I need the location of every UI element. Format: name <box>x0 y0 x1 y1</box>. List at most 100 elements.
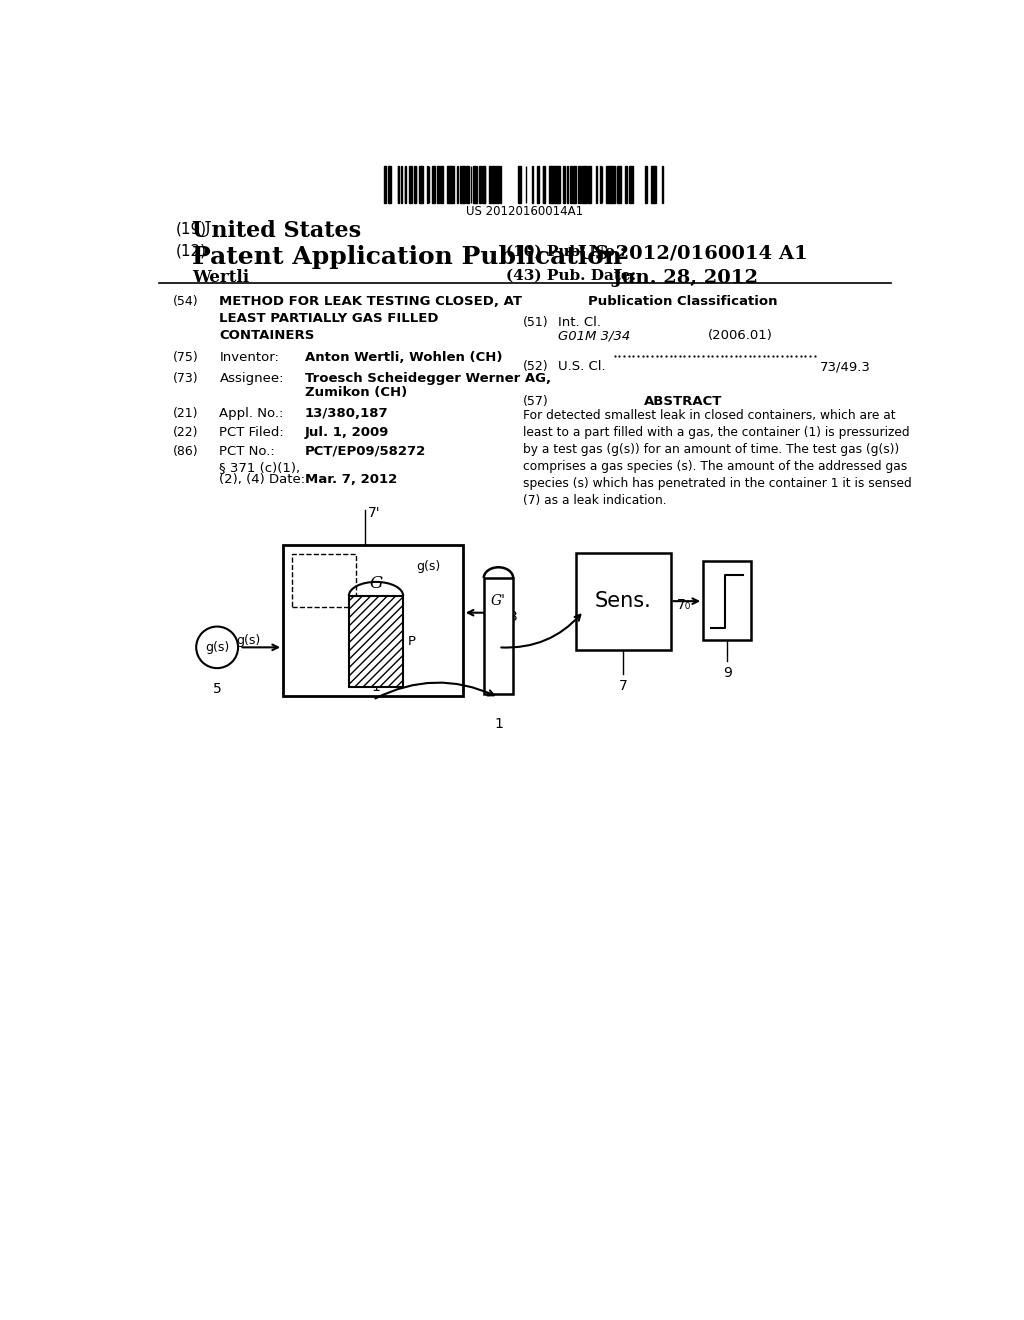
Bar <box>474 166 477 203</box>
Text: (54): (54) <box>173 296 199 309</box>
Text: U.S. Cl.: U.S. Cl. <box>558 360 606 374</box>
Bar <box>410 166 412 203</box>
Bar <box>432 166 434 203</box>
Bar <box>570 166 572 203</box>
Bar <box>566 166 568 203</box>
Text: G: G <box>370 576 383 591</box>
Text: g(s): g(s) <box>236 635 260 647</box>
Text: Wertli: Wertli <box>193 268 250 285</box>
Text: (22): (22) <box>173 426 199 440</box>
Text: US 2012/0160014 A1: US 2012/0160014 A1 <box>578 244 807 263</box>
Bar <box>583 166 585 203</box>
Text: (2), (4) Date:: (2), (4) Date: <box>219 473 305 486</box>
Bar <box>489 166 490 203</box>
Bar <box>483 578 513 693</box>
Bar <box>473 166 474 203</box>
Bar <box>618 166 621 203</box>
Text: g(s): g(s) <box>416 561 440 573</box>
Bar <box>617 166 618 203</box>
Bar <box>292 554 356 607</box>
Text: (43) Pub. Date:: (43) Pub. Date: <box>506 268 637 282</box>
Bar <box>613 166 614 203</box>
Bar <box>575 553 671 649</box>
Text: (2006.01): (2006.01) <box>708 330 772 342</box>
Text: (52): (52) <box>523 360 549 374</box>
Bar <box>400 166 402 203</box>
Text: PCT/EP09/58272: PCT/EP09/58272 <box>305 445 426 458</box>
Text: P: P <box>408 635 416 648</box>
Bar <box>563 166 565 203</box>
Bar <box>518 166 521 203</box>
Bar <box>552 166 554 203</box>
Text: For detected smallest leak in closed containers, which are at
least to a part fi: For detected smallest leak in closed con… <box>523 409 912 507</box>
Text: (73): (73) <box>173 372 199 385</box>
Bar <box>549 166 551 203</box>
Text: PCT Filed:: PCT Filed: <box>219 426 285 440</box>
Bar <box>652 166 654 203</box>
Text: METHOD FOR LEAK TESTING CLOSED, AT
LEAST PARTIALLY GAS FILLED
CONTAINERS: METHOD FOR LEAK TESTING CLOSED, AT LEAST… <box>219 296 522 342</box>
Text: 1: 1 <box>372 681 381 694</box>
Text: (19): (19) <box>176 222 207 236</box>
Text: Mar. 7, 2012: Mar. 7, 2012 <box>305 473 397 486</box>
Bar <box>419 166 420 203</box>
Bar <box>479 166 480 203</box>
Text: (21): (21) <box>173 407 199 420</box>
Text: Jul. 1, 2009: Jul. 1, 2009 <box>305 426 389 440</box>
Text: (51): (51) <box>523 317 549 329</box>
Text: Assignee:: Assignee: <box>219 372 284 385</box>
Text: United States: United States <box>193 220 361 242</box>
Text: 7': 7' <box>368 507 380 520</box>
Bar <box>384 166 385 203</box>
Text: (12): (12) <box>176 243 207 259</box>
Text: (75): (75) <box>173 351 199 364</box>
Bar <box>414 166 416 203</box>
Bar <box>466 166 468 203</box>
Text: Troesch Scheidegger Werner AG,: Troesch Scheidegger Werner AG, <box>305 372 551 385</box>
Bar <box>611 166 613 203</box>
Text: (57): (57) <box>523 395 549 408</box>
Bar <box>544 166 545 203</box>
Text: 13/380,187: 13/380,187 <box>305 407 388 420</box>
Bar <box>421 166 423 203</box>
Text: § 371 (c)(1),: § 371 (c)(1), <box>219 461 301 474</box>
Text: 7₀: 7₀ <box>677 598 691 612</box>
Bar <box>579 166 581 203</box>
Bar <box>437 166 438 203</box>
Bar <box>496 166 498 203</box>
Text: ABSTRACT: ABSTRACT <box>644 395 722 408</box>
Bar <box>572 166 574 203</box>
Text: Sens.: Sens. <box>595 591 651 611</box>
Bar <box>538 166 539 203</box>
Bar <box>703 561 751 640</box>
Text: Int. Cl.: Int. Cl. <box>558 317 601 329</box>
Text: 9: 9 <box>723 665 731 680</box>
Bar <box>451 166 452 203</box>
Text: G': G' <box>490 594 506 609</box>
Text: (86): (86) <box>173 445 199 458</box>
Bar <box>645 166 647 203</box>
Text: Zumikon (CH): Zumikon (CH) <box>305 385 407 399</box>
Bar <box>630 166 633 203</box>
Text: Anton Wertli, Wohlen (CH): Anton Wertli, Wohlen (CH) <box>305 351 502 364</box>
Bar <box>449 166 450 203</box>
Text: Publication Classification: Publication Classification <box>588 296 777 309</box>
Text: 7: 7 <box>618 678 628 693</box>
Bar <box>556 166 557 203</box>
Text: US 20120160014A1: US 20120160014A1 <box>466 205 584 218</box>
Text: Appl. No.:: Appl. No.: <box>219 407 284 420</box>
Bar <box>531 166 534 203</box>
Text: 73/49.3: 73/49.3 <box>820 360 871 374</box>
Bar <box>283 545 463 696</box>
Text: Patent Application Publication: Patent Application Publication <box>193 244 623 269</box>
Text: 3: 3 <box>509 610 517 624</box>
Bar <box>608 166 611 203</box>
Bar <box>574 166 575 203</box>
Text: Inventor:: Inventor: <box>219 351 280 364</box>
Bar <box>464 166 465 203</box>
Bar <box>349 595 403 686</box>
Text: G01M 3/34: G01M 3/34 <box>558 330 631 342</box>
Bar <box>606 166 608 203</box>
Bar <box>482 166 484 203</box>
Bar <box>589 166 592 203</box>
Text: PCT No.:: PCT No.: <box>219 445 275 458</box>
